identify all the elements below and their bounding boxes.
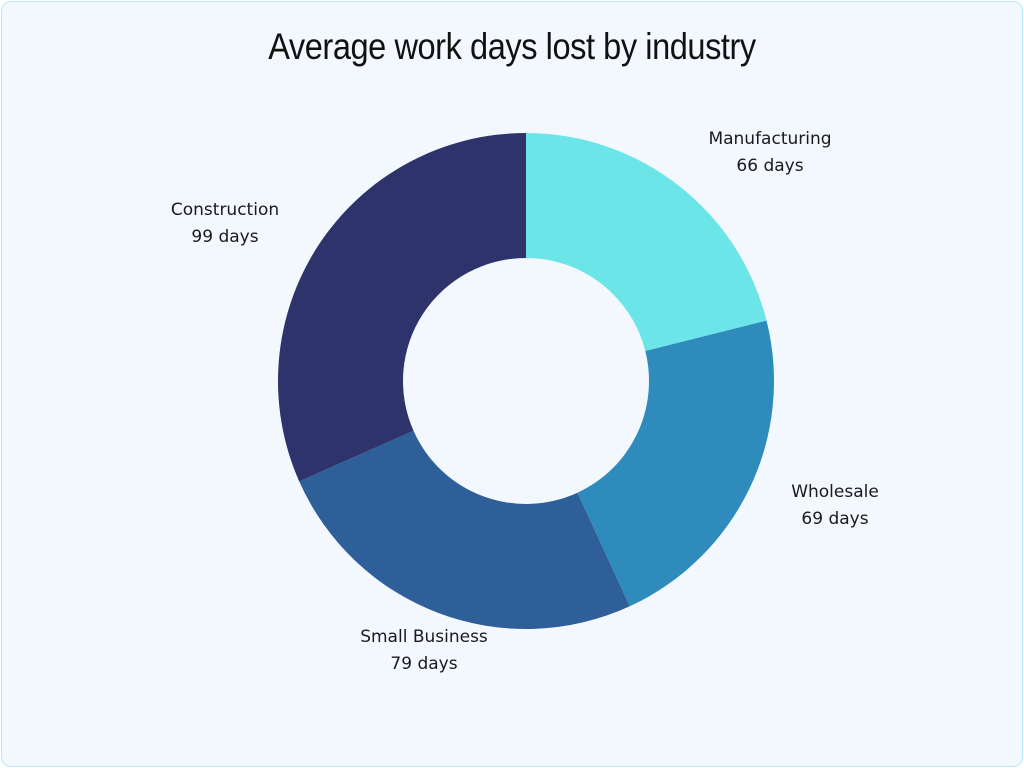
label-category: Manufacturing (708, 129, 832, 149)
slice-construction (278, 132, 526, 482)
slice-manufacturing (526, 133, 767, 352)
label-value: 79 days (390, 654, 458, 674)
label-value: 66 days (736, 156, 804, 176)
label-value: 99 days (191, 227, 259, 247)
label-category: Construction (170, 200, 280, 220)
slice-small-business (299, 430, 630, 629)
label-wholesale: Wholesale 69 days (760, 479, 910, 533)
label-small-business: Small Business 79 days (334, 624, 514, 678)
label-value: 69 days (801, 509, 869, 529)
label-manufacturing: Manufacturing 66 days (690, 126, 850, 180)
slice-wholesale (577, 320, 774, 607)
label-construction: Construction 99 days (150, 197, 300, 251)
label-category: Wholesale (791, 482, 879, 502)
label-category: Small Business (360, 627, 488, 647)
chart-title: Average work days lost by industry (268, 26, 756, 67)
